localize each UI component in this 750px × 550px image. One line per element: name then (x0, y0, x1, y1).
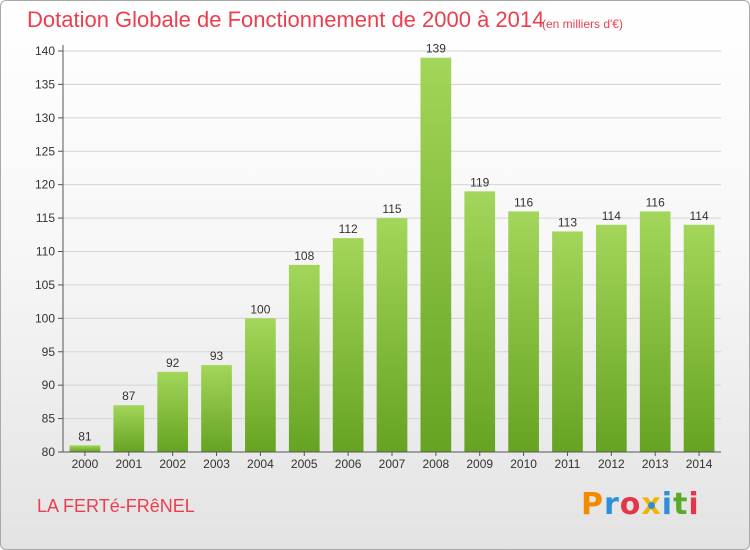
data-label-2012: 114 (602, 209, 621, 223)
data-label-2011: 113 (558, 215, 577, 229)
y-tick-label: 140 (35, 44, 55, 58)
bar-2007 (376, 218, 408, 452)
data-labels: 81 87 92 93 100 108 112 115 139 119 116 113 114 116 11… (78, 42, 709, 444)
y-tick-label: 100 (35, 311, 55, 325)
data-label-2014: 114 (689, 209, 708, 223)
x-tick-label: 2004 (247, 457, 274, 471)
x-tick-label: 2000 (72, 457, 99, 471)
bars (69, 57, 715, 452)
bar-2008 (420, 57, 452, 452)
bar-2013 (639, 211, 671, 452)
y-tick-label: 80 (42, 445, 56, 459)
data-label-2001: 87 (122, 389, 136, 403)
x-tick-label: 2013 (642, 457, 669, 471)
commune-name: LA FERTé-FRêNEL (37, 496, 195, 516)
data-label-2004: 100 (250, 302, 270, 316)
y-tick-label: 85 (42, 412, 56, 426)
data-label-2013: 116 (646, 195, 665, 209)
bar-2001 (113, 405, 145, 452)
data-label-2005: 108 (294, 249, 314, 263)
data-label-2009: 119 (470, 175, 489, 189)
x-tick-label: 2001 (115, 457, 142, 471)
x-tick-label: 2009 (466, 457, 493, 471)
bar-2009 (464, 191, 496, 452)
x-tick-label: 2010 (510, 457, 537, 471)
y-tick-label: 95 (42, 345, 56, 359)
logo-letter: P (581, 487, 604, 522)
x-tick-label: 2007 (379, 457, 406, 471)
logo-letter: r (604, 487, 620, 522)
logo-letter: t (673, 487, 689, 522)
data-label-2002: 92 (166, 356, 180, 370)
y-tick-label: 120 (35, 178, 55, 192)
chart-title: Dotation Globale de Fonctionnement de 20… (27, 7, 545, 32)
data-label-2008: 139 (426, 42, 446, 56)
bar-2010 (508, 211, 539, 452)
bar-2002 (157, 371, 189, 452)
logo-letter: i (688, 487, 700, 522)
x-tick-label: 2002 (159, 457, 186, 471)
bar-2014 (683, 224, 715, 452)
x-tick-label: 2006 (335, 457, 362, 471)
y-tick-label: 135 (35, 77, 55, 91)
bar-2003 (201, 365, 232, 452)
logo-letter: i (661, 487, 674, 522)
unit-note: (en milliers d'€) (542, 17, 623, 31)
data-label-2006: 112 (339, 222, 358, 236)
x-tick-label: 2011 (555, 457, 581, 471)
logo-letter: x (641, 487, 662, 522)
x-tick-label: 2012 (598, 457, 625, 471)
x-tick-label: 2003 (203, 457, 230, 471)
x-tick-label: 2008 (423, 457, 450, 471)
y-tick-label: 90 (42, 378, 56, 392)
bar-2004 (245, 318, 276, 452)
data-label-2010: 116 (514, 195, 533, 209)
x-tick-label: 2014 (686, 457, 713, 471)
bar-2006 (332, 238, 364, 452)
y-tick-label: 125 (35, 144, 55, 158)
x-tick-label: 2005 (291, 457, 318, 471)
y-tick-label: 115 (36, 211, 55, 225)
data-label-2000: 81 (78, 429, 92, 443)
y-tick-label: 110 (36, 245, 55, 259)
bar-2000 (69, 445, 101, 452)
bar-2011 (552, 231, 583, 452)
data-label-2007: 115 (382, 202, 401, 216)
axes: 80 85 90 95 100 105 110 115 120 125 130 135 140 2000 2… (35, 44, 721, 471)
bar-2012 (595, 224, 627, 452)
y-tick-label: 130 (35, 111, 55, 125)
bar-2005 (288, 264, 320, 452)
y-tick-label: 105 (35, 278, 55, 292)
proxiti-logo: Proxiti (581, 487, 700, 522)
data-label-2003: 93 (210, 349, 224, 363)
logo-letter: o (619, 487, 642, 522)
